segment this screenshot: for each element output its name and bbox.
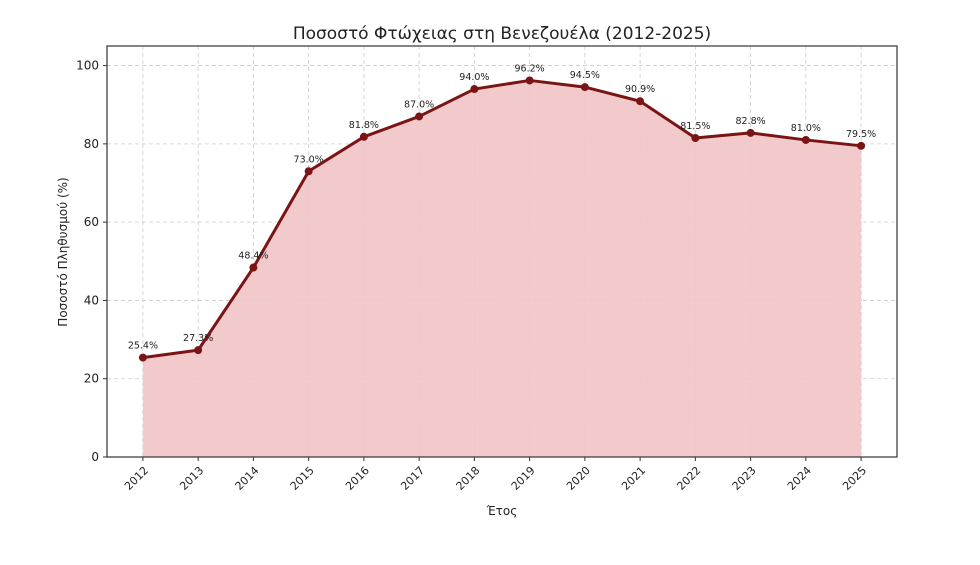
data-label: 94.5% bbox=[570, 70, 600, 81]
data-point bbox=[470, 85, 479, 94]
y-tick-label: 0 bbox=[91, 450, 99, 464]
data-point bbox=[857, 141, 866, 150]
y-tick-label: 40 bbox=[84, 293, 99, 307]
x-tick-label: 2021 bbox=[619, 464, 648, 493]
data-label: 27.3% bbox=[183, 333, 213, 344]
data-label: 96.2% bbox=[515, 63, 545, 74]
data-label: 25.4% bbox=[128, 341, 158, 352]
x-tick-label: 2014 bbox=[233, 464, 262, 493]
x-tick-label: 2022 bbox=[674, 464, 703, 493]
data-point bbox=[249, 263, 258, 272]
data-point bbox=[138, 353, 147, 362]
data-point bbox=[359, 132, 368, 141]
data-label: 81.8% bbox=[349, 120, 379, 131]
x-axis-label: Έτος bbox=[486, 504, 518, 518]
x-tick-label: 2017 bbox=[398, 464, 427, 493]
data-point bbox=[194, 346, 203, 355]
y-axis-label: Ποσοστό Πληθυσμού (%) bbox=[56, 177, 70, 326]
data-point bbox=[636, 97, 645, 106]
data-point bbox=[746, 128, 755, 137]
x-tick-label: 2018 bbox=[454, 464, 483, 493]
data-point bbox=[304, 167, 313, 176]
data-label: 73.0% bbox=[294, 154, 324, 165]
data-label: 79.5% bbox=[846, 129, 876, 140]
data-label: 82.8% bbox=[736, 116, 766, 127]
x-tick-label: 2015 bbox=[288, 464, 317, 493]
x-tick-label: 2012 bbox=[122, 464, 151, 493]
plot-frame bbox=[106, 45, 898, 458]
data-point bbox=[691, 133, 700, 142]
x-tick-label: 2020 bbox=[564, 464, 593, 493]
y-tick-label: 60 bbox=[84, 215, 99, 229]
data-point bbox=[580, 83, 589, 92]
data-label: 87.0% bbox=[404, 99, 434, 110]
x-tick-label: 2023 bbox=[730, 464, 759, 493]
data-point bbox=[415, 112, 424, 121]
x-tick-label: 2025 bbox=[840, 464, 869, 493]
x-tick-label: 2019 bbox=[509, 464, 538, 493]
data-point bbox=[525, 76, 534, 85]
y-tick-label: 80 bbox=[84, 137, 99, 151]
marks-layer: 25.4% 27.3% 48.4% 73.0% 81.8% 87.0% 94.0% 96.2%… bbox=[128, 63, 876, 362]
chart-title: Ποσοστό Φτώχειας στη Βενεζουέλα (2012-20… bbox=[293, 24, 711, 44]
data-point bbox=[801, 135, 810, 144]
area-fill bbox=[142, 80, 862, 458]
data-label: 81.0% bbox=[791, 123, 821, 134]
series-line bbox=[142, 78, 862, 360]
data-label: 90.9% bbox=[625, 84, 655, 95]
y-tick-label: 20 bbox=[84, 372, 99, 386]
y-tick-label: 100 bbox=[76, 59, 99, 73]
area-layer bbox=[142, 80, 862, 458]
data-label: 81.5% bbox=[680, 121, 710, 132]
data-label: 94.0% bbox=[459, 72, 489, 83]
x-tick-label: 2024 bbox=[785, 464, 814, 493]
x-tick-label: 2013 bbox=[177, 464, 206, 493]
x-tick-label: 2016 bbox=[343, 464, 372, 493]
data-label: 48.4% bbox=[238, 251, 268, 262]
